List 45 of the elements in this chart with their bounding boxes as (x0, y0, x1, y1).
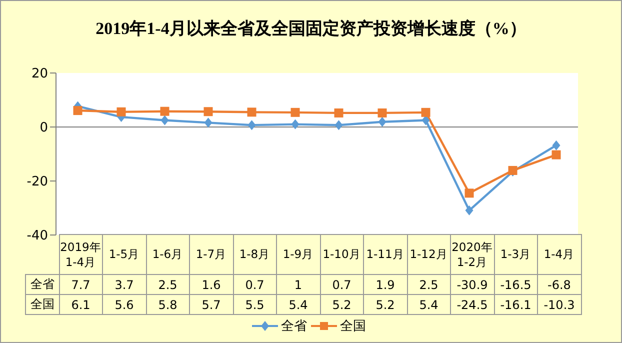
data-label: 0.7 (233, 274, 276, 294)
data-label: -30.9 (450, 274, 494, 294)
text: 全省 (30, 277, 54, 291)
x-tick-label: 1-8月 (233, 234, 276, 274)
x-tick-label: 1-6月 (146, 234, 190, 274)
y-tick-label: 20 (31, 66, 48, 82)
data-label: -24.5 (450, 294, 494, 314)
data-label: -6.8 (538, 274, 581, 294)
x-tick-label: 1-12月 (407, 234, 450, 274)
x-tick-label: 1-3月 (494, 234, 538, 274)
data-label: 1.6 (190, 274, 233, 294)
data-label: 5.4 (407, 294, 450, 314)
data-label: 0.7 (320, 274, 364, 294)
y-tick-label: 0 (40, 120, 48, 136)
data-label: 5.4 (276, 294, 320, 314)
x-tick-label: 2020年 1-2月 (450, 234, 494, 274)
legend-label: 全国 (340, 318, 366, 335)
x-tick-label: 1-10月 (320, 234, 364, 274)
x-tick-label: 1-7月 (190, 234, 233, 274)
data-label: 3.7 (102, 274, 146, 294)
x-tick-label: 1-5月 (102, 234, 146, 274)
data-label: 5.7 (190, 294, 233, 314)
data-label: 1.9 (364, 274, 407, 294)
chart-title: 2019年1-4月以来全省及全国固定资产投资增长速度（%） (94, 18, 528, 40)
data-label: 6.1 (59, 294, 102, 314)
x-tick-label: 1-11月 (364, 234, 407, 274)
text: 全国 (30, 297, 54, 311)
data-label: -16.5 (494, 274, 538, 294)
data-label: 5.5 (233, 294, 276, 314)
y-tick-label: -20 (26, 174, 48, 190)
data-label: 5.2 (320, 294, 364, 314)
data-label: 2.5 (146, 274, 190, 294)
data-label: -10.3 (538, 294, 581, 314)
data-label: 5.6 (102, 294, 146, 314)
x-tick-label: 1-9月 (276, 234, 320, 274)
y-tick-label: -40 (26, 228, 48, 244)
data-label: 5.2 (364, 294, 407, 314)
data-label: 1 (276, 274, 320, 294)
data-label: -16.1 (494, 294, 538, 314)
data-label: 5.8 (146, 294, 190, 314)
data-label: 7.7 (59, 274, 102, 294)
x-tick-label: 1-4月 (538, 234, 581, 274)
data-label: 2.5 (407, 274, 450, 294)
legend-label: 全省 (281, 318, 307, 335)
x-tick-label: 2019年 1-4月 (59, 234, 102, 274)
